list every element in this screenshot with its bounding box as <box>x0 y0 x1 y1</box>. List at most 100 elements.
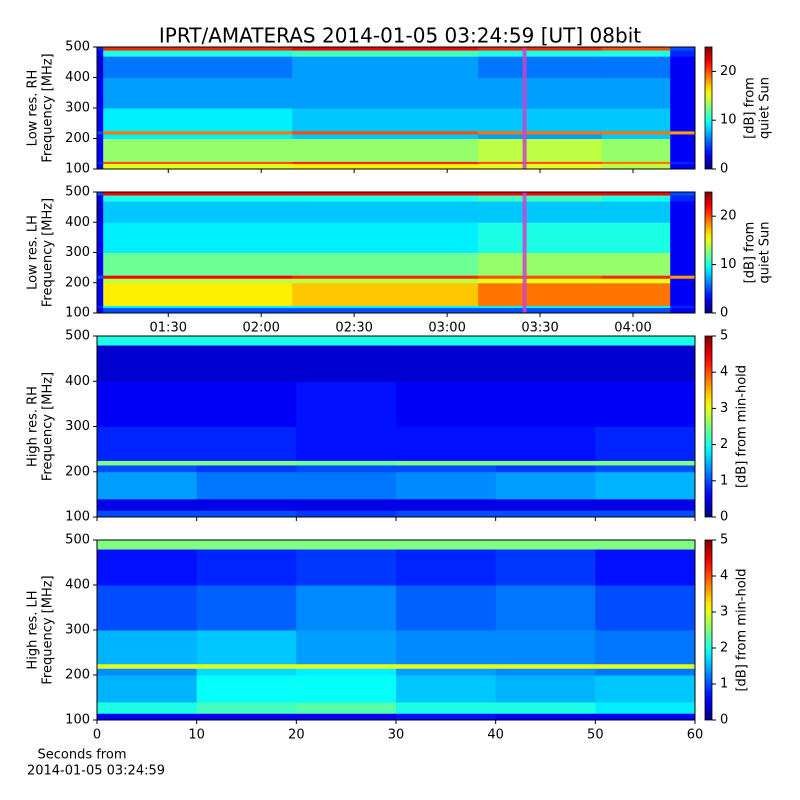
heatmap-cell <box>478 222 603 253</box>
heatmap-cell <box>670 50 696 57</box>
heatmap-cell <box>602 161 671 165</box>
heatmap-cell <box>296 460 397 466</box>
heatmap-cell <box>595 460 696 466</box>
heatmap-cell <box>103 305 293 309</box>
y-tick-label: 400 <box>65 374 90 389</box>
heatmap-cell <box>478 47 603 51</box>
heatmap-cell <box>396 464 497 473</box>
heatmap-cell <box>396 460 497 466</box>
y-axis-label: Frequency [MHz] <box>41 575 56 684</box>
heatmap-cell <box>97 275 104 279</box>
heatmap-cell <box>602 192 671 196</box>
colorbar-label: [dB] from min-hold <box>735 568 750 691</box>
heatmap-cell <box>97 381 198 427</box>
heatmap-cell <box>670 305 696 309</box>
heatmap-cell <box>103 278 293 284</box>
heatmap-cell <box>97 460 198 466</box>
heatmap-cell <box>495 510 596 518</box>
y-axis-label: Frequency [MHz] <box>41 372 56 481</box>
heatmap-cell <box>396 702 497 714</box>
heatmap-cell <box>97 675 198 703</box>
heatmap-cell <box>602 133 671 139</box>
heatmap-cell <box>196 663 297 669</box>
heatmap-cell <box>97 549 198 586</box>
heatmap-cell <box>103 275 293 279</box>
heatmap-cell <box>97 138 104 162</box>
heatmap-cell <box>97 510 198 518</box>
x-tick-label: 03:00 <box>428 321 465 336</box>
heatmap-cell <box>97 192 104 196</box>
heatmap-cell <box>196 540 297 550</box>
heatmap-cell <box>670 133 696 139</box>
y-tick-label: 200 <box>65 131 90 146</box>
heatmap-cell <box>292 77 479 109</box>
heatmap-cell <box>670 275 696 279</box>
heatmap-cell <box>296 498 397 511</box>
figure-title: IPRT/AMATERAS 2014-01-05 03:24:59 [UT] 0… <box>159 24 641 48</box>
heatmap-cell <box>292 163 479 170</box>
x-tick-label: 60 <box>687 728 704 743</box>
heatmap-cell <box>595 464 696 473</box>
colorbar-tick-label: 0 <box>720 713 728 728</box>
x-tick-label: 10 <box>188 728 205 743</box>
heatmap-cell <box>296 663 397 669</box>
y-axis-label: Low res. LH <box>26 215 41 290</box>
heatmap-cell <box>97 108 104 132</box>
heatmap-cell <box>97 56 104 78</box>
heatmap-cell <box>396 345 497 382</box>
heatmap-cell <box>478 138 603 162</box>
heatmap-cell <box>292 222 479 253</box>
heatmap-cell <box>478 201 603 223</box>
heatmap-cell <box>595 381 696 427</box>
heatmap-cell <box>196 585 297 631</box>
y-axis-label: High res. RH <box>26 386 41 467</box>
heatmap-cell <box>602 77 671 109</box>
heatmap-cell <box>595 663 696 669</box>
heatmap-cell <box>495 675 596 703</box>
heatmap-cell <box>478 305 603 309</box>
heatmap-cell <box>396 585 497 631</box>
heatmap-cell <box>292 192 479 196</box>
heatmap-cell <box>97 163 104 170</box>
heatmap-cell <box>670 282 696 306</box>
y-tick-label: 500 <box>65 40 90 55</box>
heatmap-cell <box>196 471 297 500</box>
heatmap-cell <box>602 56 671 78</box>
x-tick-label: 03:30 <box>521 321 558 336</box>
x-axis-label: 2014-01-05 03:24:59 <box>27 764 165 779</box>
colorbar-tick-label: 1 <box>720 473 728 488</box>
heatmap-cell <box>602 282 671 306</box>
heatmap-cell <box>670 163 696 170</box>
heatmap-cell <box>602 278 671 284</box>
heatmap-cell <box>670 130 696 135</box>
heatmap-cell <box>495 630 596 665</box>
heatmap-cell <box>602 108 671 132</box>
heatmap-cell <box>396 668 497 676</box>
heatmap-cell <box>670 195 696 202</box>
heatmap-cell <box>296 426 397 461</box>
heatmap-cell <box>292 305 479 309</box>
heatmap-cell <box>196 460 297 466</box>
y-tick-label: 500 <box>65 185 90 200</box>
heatmap-cell <box>396 426 497 461</box>
heatmap-cell <box>196 702 297 714</box>
heatmap-cell <box>103 163 293 170</box>
x-tick-label: 40 <box>487 728 504 743</box>
colorbar-tick-label: 2 <box>720 641 728 656</box>
heatmap-cell <box>97 278 104 284</box>
y-tick-label: 400 <box>65 578 90 593</box>
heatmap-cell <box>595 336 696 346</box>
heatmap-cell <box>196 549 297 586</box>
heatmap-cell <box>196 381 297 427</box>
heatmap-cell <box>495 668 596 676</box>
heatmap-cell <box>97 540 198 550</box>
y-tick-label: 300 <box>65 101 90 116</box>
heatmap-cell <box>670 252 696 276</box>
heatmap-cell <box>103 50 293 57</box>
y-tick-label: 300 <box>65 245 90 260</box>
heatmap-cell <box>595 675 696 703</box>
heatmap-cell <box>495 585 596 631</box>
y-tick-label: 400 <box>65 215 90 230</box>
heatmap-cell <box>478 282 603 306</box>
heatmap-cell <box>396 498 497 511</box>
